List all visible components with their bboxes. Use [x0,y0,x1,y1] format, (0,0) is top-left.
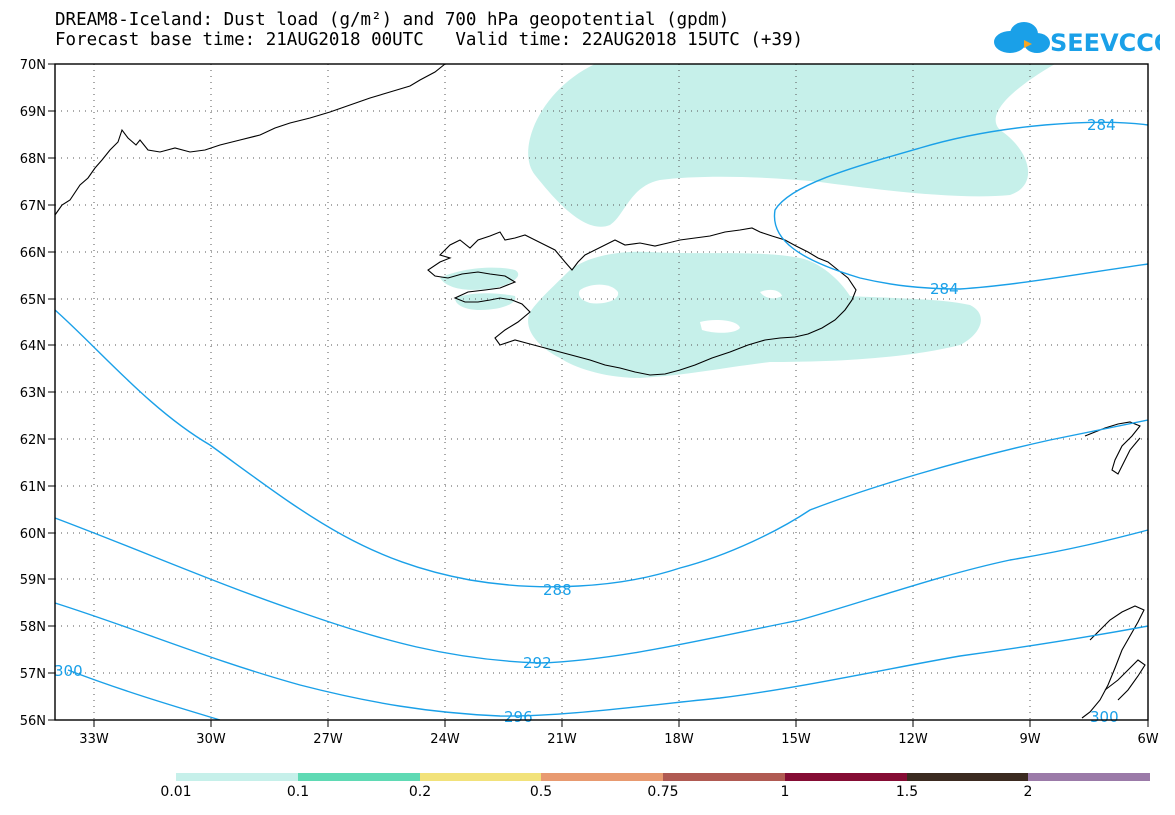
colorbar-segment-7 [1028,773,1150,781]
map-subtitle: Forecast base time: 21AUG2018 00UTC Vali… [55,30,804,50]
longitude-labels: 33W 30W 27W 24W 21W 18W 15W 12W 9W 6W [79,732,1158,747]
axis-label: 58N [20,620,46,635]
axis-label: 57N [20,667,46,682]
axis-label: 18W [664,732,694,747]
contour-label: 288 [543,581,572,599]
axis-label: 69N [20,105,46,120]
axis-label: 65N [20,293,46,308]
axis-label: 56N [20,714,46,729]
axis-label: 6W [1137,732,1158,747]
axis-label: 66N [20,246,46,261]
geopotential-contours [54,121,1149,721]
colorbar-label: 0.1 [286,784,310,800]
colorbar-segment-4 [663,773,785,781]
colorbar-segment-2 [420,773,541,781]
contour-label: 300 [54,662,83,680]
colorbar-label: 1 [780,784,790,800]
contour-label: 296 [504,708,533,726]
axis-label: 68N [20,152,46,167]
axis-label: 62N [20,433,46,448]
colorbar-segment-5 [785,773,907,781]
contour-label: 292 [523,654,552,672]
contour-labels: 284 284 288 292 296 300 300 [54,116,1119,726]
colorbar-label: 0.2 [408,784,432,800]
axis-label: 61N [20,480,46,495]
axis-label: 64N [20,339,46,354]
latitude-labels: 70N 69N 68N 67N 66N 65N 64N 63N 62N 61N … [20,58,46,729]
axis-label: 63N [20,386,46,401]
cloud-icon [994,22,1050,53]
colorbar-label: 0.75 [647,784,679,800]
colorbar [176,773,1150,781]
colorbar-segment-0 [176,773,298,781]
colorbar-label: 2 [1023,784,1033,800]
axis-label: 67N [20,199,46,214]
graticule [55,64,1148,720]
axis-label: 24W [430,732,460,747]
axis-label: 60N [20,527,46,542]
map-title: DREAM8-Iceland: Dust load (g/m²) and 700… [55,10,730,30]
axis-ticks [48,63,1149,727]
colorbar-label: 0.5 [529,784,553,800]
dust-load-areas [440,64,1055,378]
contour-label: 284 [1087,116,1116,134]
axis-label: 21W [547,732,577,747]
colorbar-segment-6 [907,773,1028,781]
axis-label: 30W [196,732,226,747]
seevccc-logo: SEEVCCC [994,22,1160,57]
axis-label: 59N [20,573,46,588]
contour-label: 284 [930,280,959,298]
axis-label: 15W [781,732,811,747]
axis-label: 27W [313,732,343,747]
contour-label: 300 [1090,708,1119,726]
colorbar-segment-3 [541,773,663,781]
axis-label: 70N [20,58,46,73]
axis-label: 33W [79,732,109,747]
logo-text: SEEVCCC [1050,29,1160,57]
axis-label: 12W [898,732,928,747]
colorbar-label: 0.01 [160,784,192,800]
colorbar-segment-1 [298,773,420,781]
dust-free-holes [578,284,782,333]
colorbar-label: 1.5 [895,784,919,800]
axis-label: 9W [1019,732,1040,747]
